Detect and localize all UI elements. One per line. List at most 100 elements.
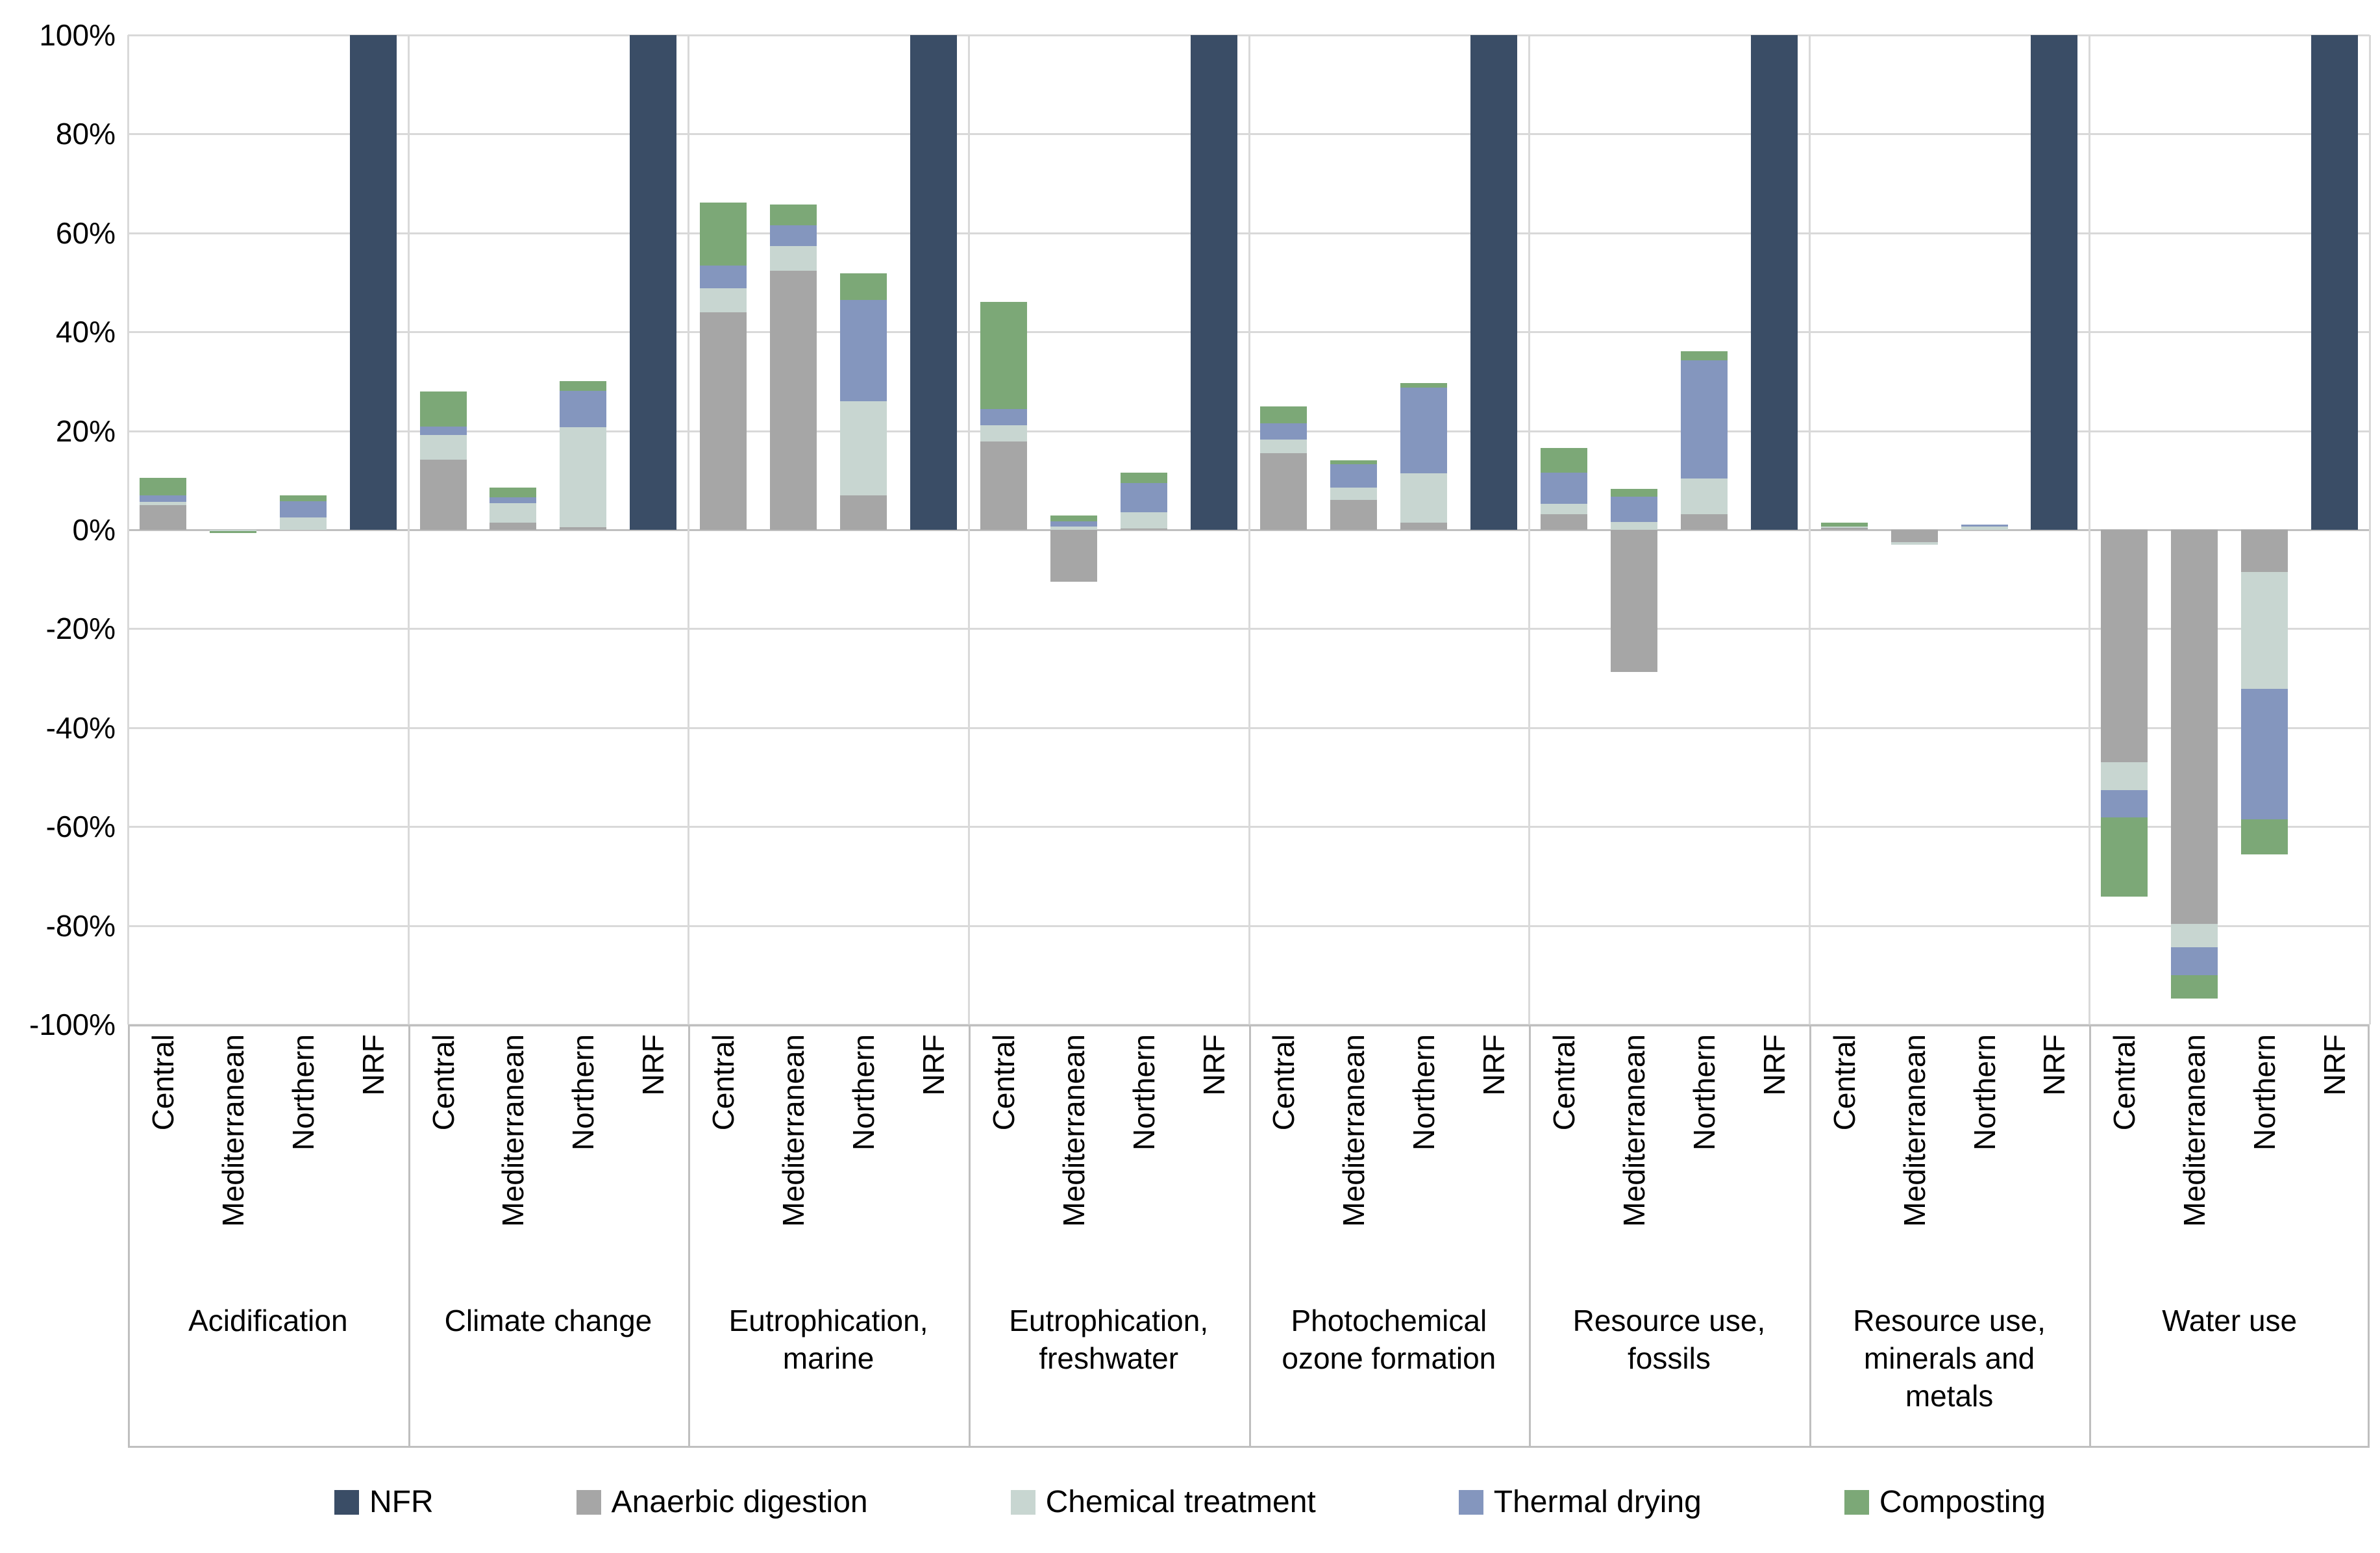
category-gridline [408, 35, 410, 1025]
legend-item: Anaerbic digestion [576, 1484, 868, 1521]
group-separator [1809, 1026, 1811, 1446]
bar-segment [700, 266, 747, 289]
bar-segment [1260, 453, 1308, 530]
bar-segment [1680, 360, 1728, 478]
category-gridline [1248, 35, 1250, 1025]
group-label: Resource use, fossils [1572, 1304, 1766, 1375]
bar-segment [1820, 527, 1868, 528]
category-gridline [1809, 35, 1811, 1025]
region-label-cell: Northern [268, 1034, 338, 1294]
y-tick-label: 100% [39, 18, 116, 52]
region-label: Mediterranean [496, 1034, 530, 1227]
bar-segment [770, 246, 817, 271]
bar-segment [2171, 530, 2218, 924]
region-label: NRF [2318, 1034, 2352, 1096]
group-label: Eutrophication, freshwater [1009, 1304, 1209, 1375]
bar-segment [1961, 524, 2008, 527]
region-label: Mediterranean [216, 1034, 250, 1227]
bar-segment [1541, 514, 1588, 530]
region-label-cell: Mediterranean [2159, 1034, 2229, 1294]
x-axis-table: Central Mediterranean Northern NRF Acidifica… [128, 1025, 2370, 1448]
bar-segment [700, 312, 747, 530]
region-label-cell: Northern [828, 1034, 899, 1294]
bar-segment [700, 203, 747, 266]
region-label-cell: NRF [1459, 1034, 1529, 1294]
region-label-cell: Northern [2229, 1034, 2299, 1294]
region-label-cell: Mediterranean [758, 1034, 828, 1294]
region-label: Northern [286, 1034, 320, 1150]
bar-segment [980, 409, 1027, 426]
y-tick-label: -20% [45, 612, 116, 646]
bar-segment [1610, 496, 1657, 522]
bar-segment [980, 425, 1027, 442]
bar-segment [1820, 523, 1868, 527]
group-separator [1529, 1026, 1531, 1446]
bar-segment [560, 527, 607, 530]
region-label-cell: Mediterranean [1039, 1034, 1109, 1294]
region-label-cell: Mediterranean [198, 1034, 268, 1294]
bar-segment [1541, 504, 1588, 515]
bar-segment [279, 517, 327, 530]
bar-segment [2171, 923, 2218, 948]
bar-segment [840, 273, 887, 300]
region-label: NRF [356, 1034, 390, 1096]
legend-label: Anaerbic digestion [611, 1485, 868, 1519]
region-label: Central [426, 1034, 460, 1131]
bar-segment [2241, 689, 2288, 819]
bar-segment [1330, 488, 1378, 501]
region-label: NRF [1196, 1034, 1231, 1096]
bar-segment [700, 288, 747, 312]
region-label: Central [145, 1034, 180, 1131]
region-label: Northern [1967, 1034, 2002, 1150]
region-label: Northern [1407, 1034, 1441, 1150]
legend-swatch-ad [576, 1490, 601, 1515]
bar-segment [1330, 460, 1378, 464]
legend-label: Chemical treatment [1045, 1485, 1316, 1519]
category-gridline [2369, 35, 2371, 1025]
region-label-cell: Northern [1950, 1034, 2020, 1294]
bar-segment [1050, 526, 1097, 530]
bar-segment [1470, 35, 1518, 530]
legend-label: Composting [1879, 1485, 2046, 1519]
bar-segment [1400, 522, 1448, 530]
region-label: NRF [1477, 1034, 1511, 1096]
region-label-cell: NRF [2299, 1034, 2370, 1294]
bar-segment [419, 434, 467, 460]
legend-label: Thermal drying [1493, 1485, 1702, 1519]
bar-segment [1610, 521, 1657, 530]
region-label: Central [1267, 1034, 1301, 1131]
legend-swatch-td [1458, 1490, 1483, 1515]
bar-segment [1120, 512, 1167, 528]
bar-segment [1541, 473, 1588, 504]
category-gridline [968, 35, 970, 1025]
bar-segment [1120, 482, 1167, 512]
legend-item: Chemical treatment [1010, 1484, 1316, 1521]
bar-segment [1330, 464, 1378, 488]
bar-segment [139, 477, 186, 496]
group-separator [408, 1026, 410, 1446]
bar-segment [2241, 571, 2288, 690]
region-label: NRF [2037, 1034, 2072, 1096]
bar-segment [1890, 530, 1938, 543]
region-label-cell: Mediterranean [478, 1034, 549, 1294]
region-label: Northern [1687, 1034, 1721, 1150]
bar-segment [2171, 947, 2218, 975]
bar-segment [1610, 488, 1657, 497]
bar-segment [1680, 478, 1728, 515]
region-label-cell: Central [128, 1034, 198, 1294]
bar-segment [1120, 473, 1167, 483]
bar-segment [840, 299, 887, 401]
bar-segment [1890, 542, 1938, 545]
region-label-cell: Central [969, 1034, 1039, 1294]
region-label: Mediterranean [1056, 1034, 1091, 1227]
bar-segment [1820, 527, 1868, 530]
y-tick-label: 80% [55, 117, 116, 151]
bar-segment [980, 302, 1027, 410]
bar-segment [1050, 515, 1097, 522]
bar-segment [1400, 387, 1448, 474]
group-label: Eutrophication, marine [728, 1304, 928, 1375]
region-label: Mediterranean [1897, 1034, 1931, 1227]
bar-segment [840, 495, 887, 530]
bar-segment [139, 495, 186, 502]
bar-segment [840, 401, 887, 495]
